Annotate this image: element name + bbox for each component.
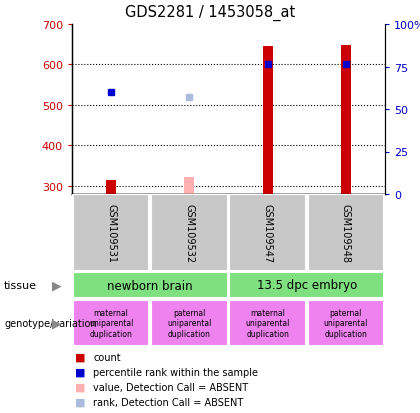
Text: maternal
uniparental
duplication: maternal uniparental duplication [89, 309, 133, 338]
Bar [106, 180, 116, 195]
Text: GDS2281 / 1453058_at: GDS2281 / 1453058_at [125, 5, 295, 21]
Text: 13.5 dpc embryo: 13.5 dpc embryo [257, 279, 357, 292]
Text: newborn brain: newborn brain [108, 279, 193, 292]
Bar [229, 195, 306, 271]
Bar [307, 195, 384, 271]
Text: GSM109547: GSM109547 [262, 204, 273, 262]
Text: ■: ■ [75, 367, 86, 377]
Text: ■: ■ [75, 352, 86, 362]
Bar [341, 46, 351, 195]
Bar [151, 300, 228, 346]
Text: paternal
uniparental
duplication: paternal uniparental duplication [167, 309, 212, 338]
Bar [184, 177, 194, 195]
Bar [151, 195, 228, 271]
Bar [73, 272, 228, 299]
Text: genotype/variation: genotype/variation [4, 318, 97, 328]
Text: GSM109532: GSM109532 [184, 204, 194, 262]
Text: GSM109548: GSM109548 [341, 204, 351, 262]
Bar [73, 195, 150, 271]
Text: tissue: tissue [4, 280, 37, 290]
Text: ▶: ▶ [52, 317, 61, 330]
Text: ■: ■ [75, 397, 86, 407]
Bar [229, 300, 306, 346]
Text: ▶: ▶ [52, 279, 61, 292]
Text: rank, Detection Call = ABSENT: rank, Detection Call = ABSENT [93, 397, 243, 407]
Bar [229, 272, 384, 299]
Text: GSM109531: GSM109531 [106, 204, 116, 262]
Text: count: count [93, 352, 121, 362]
Text: paternal
uniparental
duplication: paternal uniparental duplication [324, 309, 368, 338]
Bar [307, 300, 384, 346]
Text: percentile rank within the sample: percentile rank within the sample [93, 367, 258, 377]
Text: ■: ■ [75, 382, 86, 392]
Text: value, Detection Call = ABSENT: value, Detection Call = ABSENT [93, 382, 248, 392]
Text: maternal
uniparental
duplication: maternal uniparental duplication [245, 309, 290, 338]
Bar [262, 47, 273, 195]
Bar [73, 300, 150, 346]
